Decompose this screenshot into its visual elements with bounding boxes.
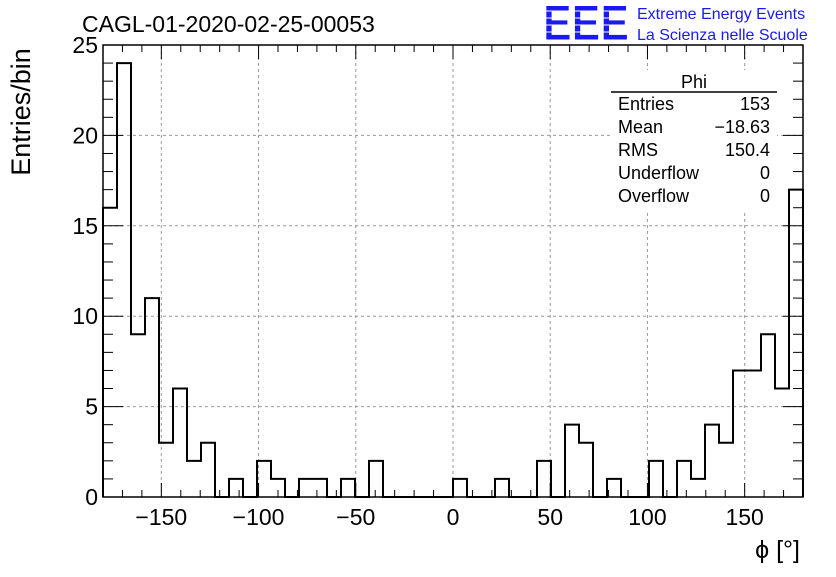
histogram-bin bbox=[691, 479, 705, 497]
stats-value-entries: 153 bbox=[740, 94, 770, 114]
histogram-bin bbox=[719, 443, 733, 497]
histogram-bin bbox=[257, 461, 271, 497]
logo-line-1: Extreme Energy Events bbox=[637, 6, 805, 23]
histogram-bin bbox=[747, 370, 761, 497]
y-tick-label: 15 bbox=[72, 213, 98, 239]
histogram-bin bbox=[229, 479, 243, 497]
x-tick-labels: −150 −100 −50 0 50 100 150 bbox=[135, 504, 763, 530]
x-tick-label: 150 bbox=[725, 504, 763, 530]
stats-title: Phi bbox=[681, 72, 707, 92]
y-tick-label: 10 bbox=[72, 303, 98, 329]
stats-value-mean: −18.63 bbox=[714, 117, 770, 137]
histogram-outline bbox=[102, 62, 804, 498]
histogram-bin bbox=[369, 461, 383, 497]
eee-logo: EEE Extreme Energy Events La Scienza nel… bbox=[543, 0, 808, 52]
histogram-bin bbox=[495, 479, 509, 497]
x-tick-label: 0 bbox=[447, 504, 460, 530]
x-tick-label: −150 bbox=[135, 504, 187, 530]
histogram-bin bbox=[201, 443, 215, 497]
histogram-bin bbox=[705, 425, 719, 497]
histogram-bin bbox=[131, 334, 145, 497]
histogram-bin bbox=[145, 298, 159, 497]
x-axis-label: ϕ [°] bbox=[755, 536, 800, 564]
histogram-bin bbox=[117, 63, 131, 497]
grid-lines bbox=[103, 45, 803, 497]
histogram-bin bbox=[565, 425, 579, 497]
histogram-bin bbox=[607, 479, 621, 497]
y-tick-label: 25 bbox=[72, 32, 98, 58]
y-tick-label: 0 bbox=[85, 484, 98, 510]
histogram-bin bbox=[453, 479, 467, 497]
histogram-bin bbox=[733, 370, 747, 497]
stats-label-rms: RMS bbox=[618, 140, 658, 160]
stats-label-underflow: Underflow bbox=[618, 163, 700, 183]
histogram-bin bbox=[313, 479, 327, 497]
stats-box-background bbox=[611, 70, 777, 210]
y-tick-labels: 0 5 10 15 20 25 bbox=[72, 32, 98, 510]
logo-line-2: La Scienza nelle Scuole bbox=[637, 27, 808, 44]
histogram-bin bbox=[173, 389, 187, 497]
stats-value-overflow: 0 bbox=[760, 186, 770, 206]
histogram-bin bbox=[187, 461, 201, 497]
stats-label-entries: Entries bbox=[618, 94, 674, 114]
histogram-bin bbox=[649, 461, 663, 497]
x-tick-label: 100 bbox=[628, 504, 666, 530]
stats-box: Phi Entries 153 Mean −18.63 RMS 150.4 Un… bbox=[611, 70, 777, 210]
histogram-bin bbox=[775, 389, 789, 497]
histogram-bin bbox=[789, 190, 803, 497]
x-tick-label: 50 bbox=[537, 504, 563, 530]
stats-label-mean: Mean bbox=[618, 117, 663, 137]
histogram-bin bbox=[579, 443, 593, 497]
y-tick-label: 20 bbox=[72, 122, 98, 148]
x-tick-label: −100 bbox=[233, 504, 285, 530]
histogram-bin bbox=[299, 479, 313, 497]
stats-value-rms: 150.4 bbox=[725, 140, 770, 160]
histogram-bin bbox=[103, 208, 117, 497]
plot-frame bbox=[102, 44, 804, 498]
histogram-bin bbox=[677, 461, 691, 497]
histogram-bin bbox=[341, 479, 355, 497]
histogram-bin bbox=[271, 479, 285, 497]
y-axis-label: Entries/bin bbox=[6, 48, 36, 176]
histogram-bin bbox=[537, 461, 551, 497]
histogram-bin bbox=[761, 334, 775, 497]
stats-label-overflow: Overflow bbox=[618, 186, 690, 206]
x-tick-label: −50 bbox=[336, 504, 375, 530]
stats-value-underflow: 0 bbox=[760, 163, 770, 183]
y-tick-label: 5 bbox=[85, 394, 98, 420]
histogram-bin bbox=[159, 443, 173, 497]
chart-title: CAGL-01-2020-02-25-00053 bbox=[82, 11, 375, 37]
